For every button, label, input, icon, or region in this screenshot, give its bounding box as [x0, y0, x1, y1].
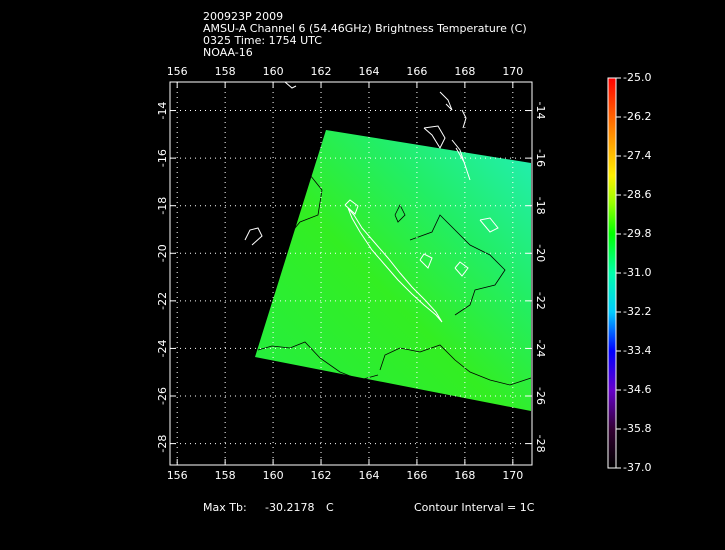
colorbar-label: -35.8	[623, 422, 651, 435]
header-line: AMSU-A Channel 6 (54.46GHz) Brightness T…	[203, 22, 527, 35]
x-tick-label: 158	[215, 65, 236, 78]
x-tick-label: 164	[358, 65, 379, 78]
x-tick-label: 166	[406, 469, 427, 482]
y-tick-label: -18	[534, 197, 547, 215]
x-tick-label: 170	[502, 65, 523, 78]
header-line: 0325 Time: 1754 UTC	[203, 34, 322, 47]
colorbar-label: -31.0	[623, 266, 651, 279]
y-tick-label: -16	[534, 149, 547, 167]
y-tick-label: -18	[156, 197, 169, 215]
footer-unit: C	[326, 501, 334, 514]
swath	[255, 130, 531, 411]
header-line: NOAA-16	[203, 46, 253, 59]
x-tick-label: 162	[311, 65, 332, 78]
footer-label: Max Tb:	[203, 501, 247, 514]
colorbar-label: -27.4	[623, 149, 651, 162]
colorbar-label: -26.2	[623, 110, 651, 123]
colorbar-label: -37.0	[623, 461, 651, 474]
colorbar-label: -33.4	[623, 344, 651, 357]
header: 200923P 2009 AMSU-A Channel 6 (54.46GHz)…	[203, 10, 527, 59]
x-tick-label: 160	[263, 469, 284, 482]
y-tick-label: -24	[156, 339, 169, 357]
map-frame	[169, 81, 533, 466]
footer-value: -30.2178	[265, 501, 314, 514]
x-tick-label: 162	[311, 469, 332, 482]
x-tick-label: 158	[215, 469, 236, 482]
header-line: 200923P 2009	[203, 10, 283, 23]
footer-contour: Contour Interval = 1C	[414, 501, 535, 514]
y-tick-label: -28	[156, 435, 169, 453]
y-tick-label: -16	[156, 149, 169, 167]
y-tick-label: -14	[156, 102, 169, 120]
x-tick-label: 170	[502, 469, 523, 482]
colorbar-label: -34.6	[623, 383, 651, 396]
contours	[257, 174, 532, 386]
colorbar	[607, 77, 617, 469]
coastlines	[244, 81, 499, 323]
y-tick-label: -20	[534, 244, 547, 262]
x-tick-label: 168	[454, 65, 475, 78]
y-tick-label: -14	[534, 102, 547, 120]
colorbar-label: -29.8	[623, 227, 651, 240]
x-tick-label: 156	[167, 469, 188, 482]
y-tick-label: -26	[156, 387, 169, 405]
x-tick-label: 166	[406, 65, 427, 78]
x-tick-label: 168	[454, 469, 475, 482]
y-tick-label: -24	[534, 339, 547, 357]
colorbar-label: -25.0	[623, 71, 651, 84]
y-tick-label: -22	[534, 292, 547, 310]
y-tick-label: -26	[534, 387, 547, 405]
y-tick-label: -20	[156, 244, 169, 262]
footer: Max Tb: -30.2178 C Contour Interval = 1C	[203, 501, 535, 514]
x-tick-label: 164	[358, 469, 379, 482]
x-tick-label: 156	[167, 65, 188, 78]
colorbar-label: -32.2	[623, 305, 651, 318]
y-tick-label: -28	[534, 435, 547, 453]
y-tick-label: -22	[156, 292, 169, 310]
colorbar-label: -28.6	[623, 188, 651, 201]
x-tick-label: 160	[263, 65, 284, 78]
